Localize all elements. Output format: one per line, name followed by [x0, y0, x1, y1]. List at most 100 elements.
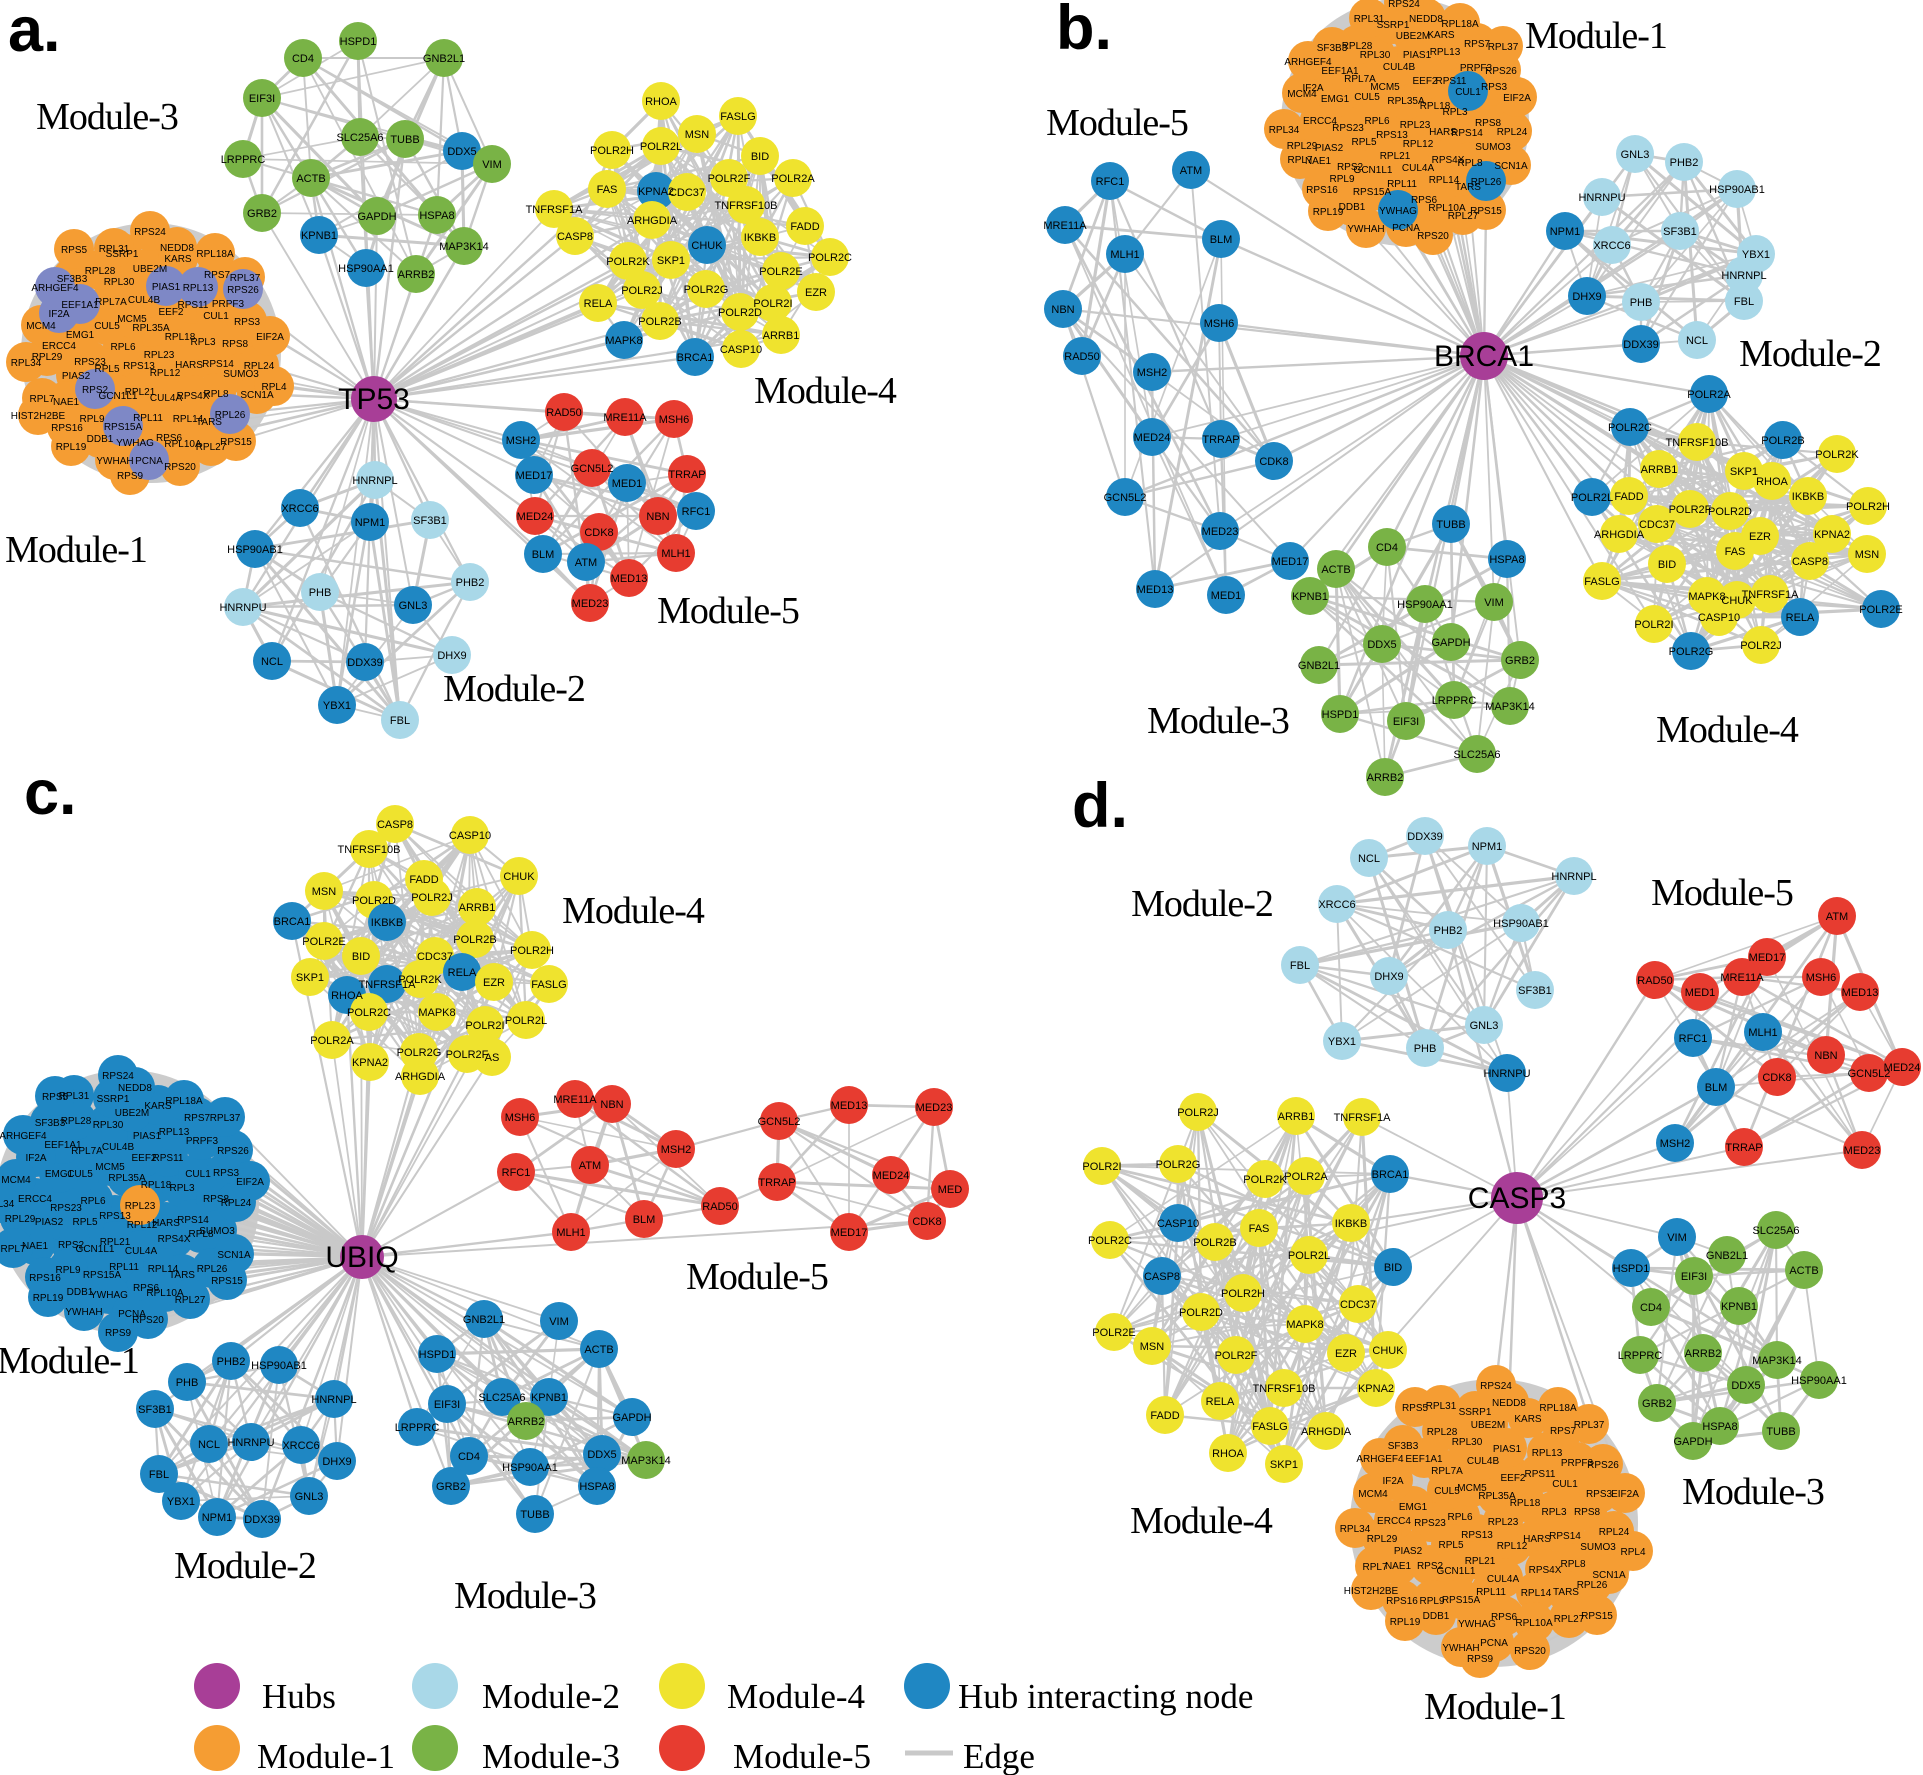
svg-text:NEDD8: NEDD8	[1492, 1398, 1526, 1409]
svg-text:HNRNPU: HNRNPU	[1483, 1068, 1530, 1080]
svg-text:RPL3: RPL3	[1442, 107, 1467, 118]
svg-text:NBN: NBN	[1814, 1050, 1837, 1062]
svg-text:POLR2D: POLR2D	[352, 895, 396, 907]
svg-text:LRPPRC: LRPPRC	[1432, 695, 1477, 707]
svg-text:FADD: FADD	[1150, 1410, 1179, 1422]
svg-text:RPL29: RPL29	[5, 1214, 36, 1225]
svg-text:EIF2A: EIF2A	[1503, 93, 1531, 104]
svg-text:KPNB1: KPNB1	[1292, 591, 1328, 603]
svg-text:SKP1: SKP1	[657, 255, 685, 267]
svg-text:RPL24: RPL24	[221, 1198, 252, 1209]
svg-text:RPL10A: RPL10A	[1515, 1618, 1553, 1629]
svg-text:MED24: MED24	[1134, 432, 1171, 444]
svg-text:TRRAP: TRRAP	[758, 1177, 795, 1189]
svg-text:CUL4A: CUL4A	[1402, 163, 1435, 174]
svg-text:DDX5: DDX5	[1731, 1380, 1760, 1392]
svg-text:Module-5: Module-5	[1651, 872, 1793, 914]
svg-text:KARS: KARS	[164, 254, 192, 265]
svg-text:MAP3K14: MAP3K14	[621, 1455, 671, 1467]
svg-text:RFC1: RFC1	[1096, 176, 1125, 188]
svg-text:POLR2L: POLR2L	[1571, 492, 1613, 504]
svg-text:RPL4: RPL4	[1620, 1547, 1645, 1558]
svg-text:Hub interacting node: Hub interacting node	[958, 1677, 1253, 1716]
svg-text:HIST2H2BE: HIST2H2BE	[11, 411, 66, 422]
svg-text:VIM: VIM	[1667, 1232, 1687, 1244]
svg-text:DDB1: DDB1	[67, 1287, 94, 1298]
svg-text:POLR2K: POLR2K	[1815, 449, 1859, 461]
svg-text:d.: d.	[1072, 771, 1128, 841]
svg-text:RPS20: RPS20	[132, 1315, 164, 1326]
svg-text:RPS20: RPS20	[164, 462, 196, 473]
svg-text:GNL3: GNL3	[295, 1491, 324, 1503]
svg-text:DDX39: DDX39	[1623, 339, 1658, 351]
svg-text:GNB2L1: GNB2L1	[463, 1314, 505, 1326]
svg-text:TNFRSF1A: TNFRSF1A	[1334, 1112, 1392, 1124]
svg-text:NEDD8: NEDD8	[118, 1083, 152, 1094]
svg-text:Module-4: Module-4	[562, 890, 705, 932]
svg-text:EEF2: EEF2	[1500, 1473, 1525, 1484]
svg-text:RPL6: RPL6	[1447, 1512, 1472, 1523]
svg-text:SUMO3: SUMO3	[1580, 1542, 1616, 1553]
svg-text:MSH6: MSH6	[1806, 972, 1837, 984]
svg-text:SUMO3: SUMO3	[1475, 142, 1511, 153]
svg-text:POLR2C: POLR2C	[347, 1007, 391, 1019]
svg-text:Module-3: Module-3	[36, 96, 178, 138]
svg-text:POLR2H: POLR2H	[590, 145, 634, 157]
svg-text:RPL3: RPL3	[190, 337, 215, 348]
svg-text:FAS: FAS	[1725, 546, 1746, 558]
svg-text:FASLG: FASLG	[1252, 1421, 1287, 1433]
svg-text:CUL4B: CUL4B	[128, 295, 161, 306]
svg-text:RPL24: RPL24	[1497, 127, 1528, 138]
svg-text:PHB: PHB	[309, 587, 332, 599]
svg-text:ACTB: ACTB	[1789, 1265, 1818, 1277]
svg-text:EZR: EZR	[1749, 531, 1771, 543]
svg-text:GAPDH: GAPDH	[1673, 1436, 1712, 1448]
svg-text:NAE1: NAE1	[22, 1241, 49, 1252]
svg-text:POLR2G: POLR2G	[1156, 1159, 1201, 1171]
svg-text:CHUK: CHUK	[1372, 1345, 1404, 1357]
svg-text:MCM4: MCM4	[1287, 89, 1317, 100]
svg-text:POLR2A: POLR2A	[771, 173, 815, 185]
svg-text:Module-1: Module-1	[1525, 15, 1667, 57]
svg-text:HARS: HARS	[152, 1218, 180, 1229]
svg-text:HSP90AB1: HSP90AB1	[1709, 184, 1765, 196]
svg-text:TRRAP: TRRAP	[1725, 1142, 1762, 1154]
svg-text:CDK8: CDK8	[584, 527, 613, 539]
svg-text:ATM: ATM	[1180, 165, 1202, 177]
svg-text:UBE2M: UBE2M	[133, 264, 167, 275]
svg-text:YWHAH: YWHAH	[65, 1307, 102, 1318]
svg-text:RPL5: RPL5	[1438, 1540, 1463, 1551]
svg-text:CUL4A: CUL4A	[1487, 1574, 1520, 1585]
svg-text:ACTB: ACTB	[296, 173, 325, 185]
svg-text:CUL5: CUL5	[94, 321, 120, 332]
svg-text:MCM5: MCM5	[95, 1162, 125, 1173]
svg-text:Module-3: Module-3	[1147, 700, 1289, 742]
svg-text:RPL7: RPL7	[1362, 1562, 1387, 1573]
svg-text:UBIQ: UBIQ	[325, 1241, 398, 1274]
svg-text:RPS11: RPS11	[153, 1153, 184, 1164]
svg-text:GAPDH: GAPDH	[612, 1412, 651, 1424]
svg-text:TUBB: TUBB	[520, 1509, 549, 1521]
svg-text:RPS3: RPS3	[1481, 82, 1508, 93]
svg-text:RFC1: RFC1	[1679, 1033, 1708, 1045]
svg-text:ARHGEF4: ARHGEF4	[1284, 57, 1332, 68]
svg-text:CD4: CD4	[292, 53, 314, 65]
svg-text:NEDD8: NEDD8	[1409, 14, 1443, 25]
svg-text:RPS13: RPS13	[1461, 1530, 1493, 1541]
svg-text:RPS15: RPS15	[211, 1276, 243, 1287]
svg-text:EIF3I: EIF3I	[249, 93, 275, 105]
svg-text:RHOA: RHOA	[1212, 1448, 1244, 1460]
svg-text:HNRNPL: HNRNPL	[1721, 270, 1766, 282]
svg-text:ARHGDIA: ARHGDIA	[627, 215, 678, 227]
svg-text:POLR2D: POLR2D	[1708, 506, 1752, 518]
svg-text:MAP3K14: MAP3K14	[1485, 701, 1535, 713]
svg-text:MED13: MED13	[1842, 987, 1879, 999]
svg-text:DHX9: DHX9	[1374, 971, 1403, 983]
svg-text:POLR2H: POLR2H	[1846, 501, 1890, 513]
svg-text:TP53: TP53	[338, 383, 410, 416]
svg-text:ARHGDIA: ARHGDIA	[1594, 529, 1645, 541]
svg-text:MED23: MED23	[1202, 526, 1239, 538]
svg-text:RPL37: RPL37	[1574, 1420, 1605, 1431]
svg-text:GRB2: GRB2	[1505, 655, 1535, 667]
svg-text:RPS4X: RPS4X	[158, 1234, 191, 1245]
